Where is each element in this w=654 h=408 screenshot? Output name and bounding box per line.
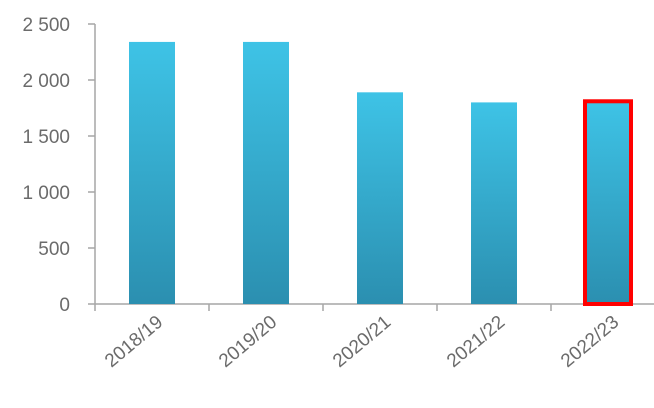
- x-tick-label: 2022/23: [557, 312, 623, 372]
- y-tick-label: 500: [38, 239, 70, 260]
- y-tick-label: 2 000: [22, 71, 70, 92]
- bar-2018-19: [129, 41, 175, 305]
- bar-2019-20: [243, 41, 289, 305]
- y-tick-label: 0: [59, 295, 70, 316]
- bar-highlighted-2022-23: [583, 99, 633, 306]
- y-tick-label: 2 500: [22, 15, 70, 36]
- bars: [129, 41, 633, 306]
- x-tick-label: 2020/21: [329, 312, 395, 372]
- y-axis: 0 500 1 000 1 500 2 000 2 500: [22, 15, 96, 316]
- x-axis: 2018/19 2019/20 2020/21 2021/22 2022/23: [94, 303, 654, 372]
- x-tick-label: 2018/19: [101, 312, 167, 372]
- y-tick-label: 1 000: [22, 183, 70, 204]
- bar-2020-21: [357, 92, 403, 304]
- x-tick-label: 2019/20: [215, 312, 281, 372]
- y-tick-label: 1 500: [22, 127, 70, 148]
- x-tick-label: 2021/22: [443, 312, 509, 372]
- bar-2021-22: [471, 102, 517, 305]
